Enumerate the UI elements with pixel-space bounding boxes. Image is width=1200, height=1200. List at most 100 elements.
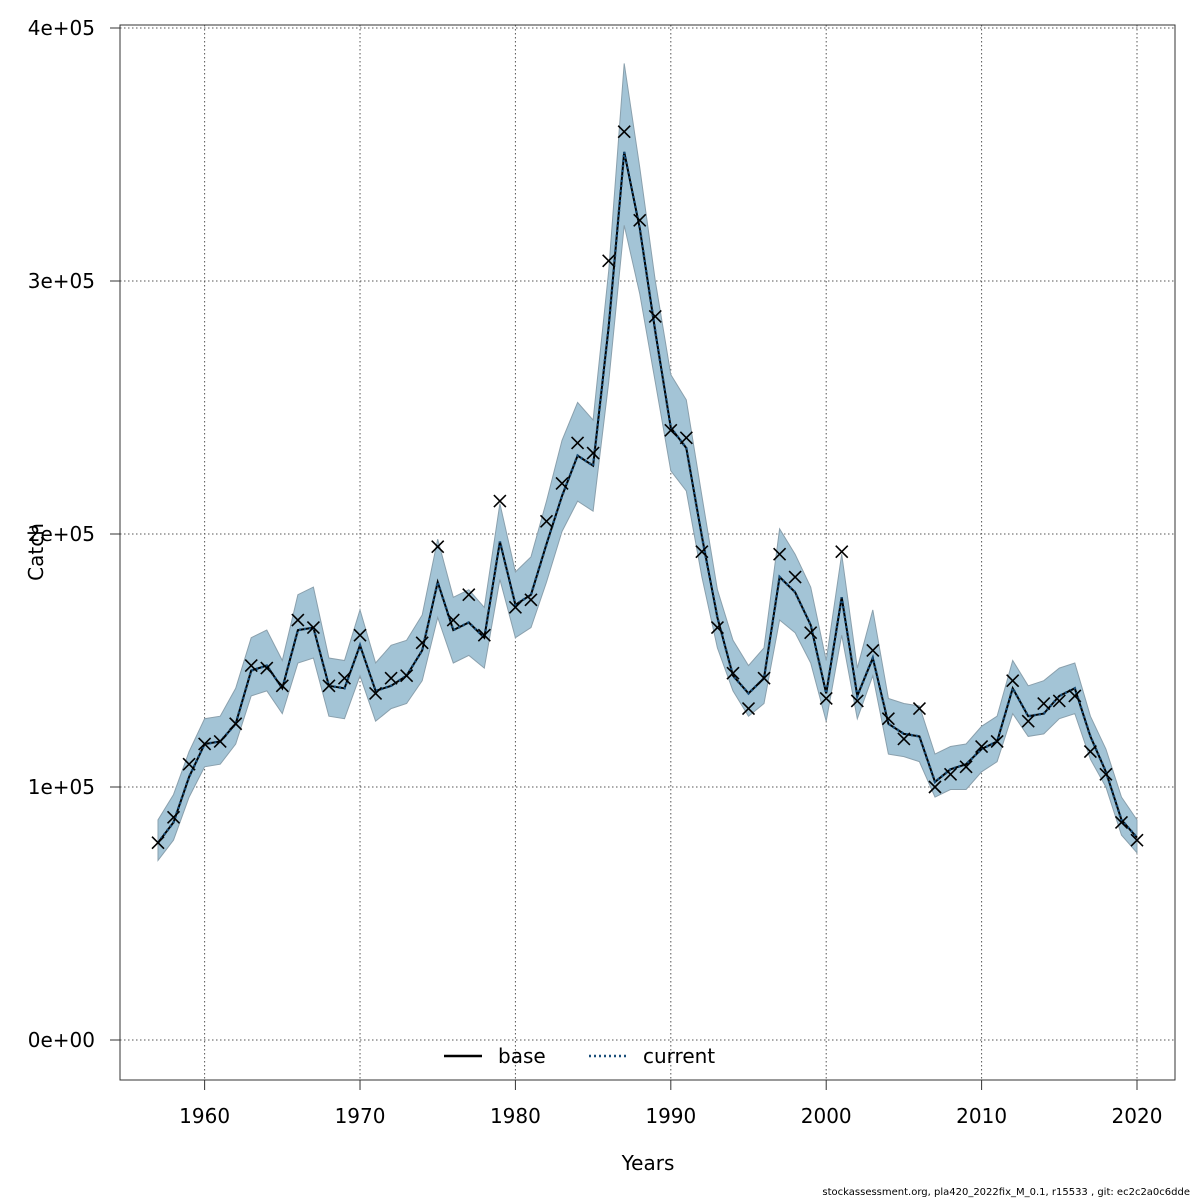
legend-label-base: base xyxy=(498,1044,546,1068)
observed-point-stroke xyxy=(990,734,1004,749)
observed-point-stroke xyxy=(384,671,398,685)
observed-point-stroke xyxy=(368,686,383,700)
observed-point-stroke xyxy=(819,691,833,706)
observed-point-stroke xyxy=(571,436,585,450)
observed-point xyxy=(213,734,227,749)
observed-point xyxy=(881,712,895,726)
observed-point xyxy=(819,691,833,706)
observed-point xyxy=(275,679,289,693)
observed-point-stroke xyxy=(741,702,756,716)
observed-point-stroke xyxy=(322,679,336,693)
observed-point-stroke xyxy=(337,671,352,685)
observed-point-stroke xyxy=(539,514,554,528)
observed-point-stroke xyxy=(866,643,880,657)
observed-point-stroke xyxy=(928,780,942,794)
observed-point-stroke xyxy=(275,679,289,693)
observed-point-stroke xyxy=(602,254,616,268)
observed-point-stroke xyxy=(1068,689,1082,703)
observed-point-stroke xyxy=(353,628,367,642)
observed-point xyxy=(1083,745,1097,759)
x-tick-label: 2020 xyxy=(1112,1104,1163,1128)
series-line-base xyxy=(157,151,1138,844)
observed-point xyxy=(182,757,196,771)
observed-point-stroke xyxy=(835,545,849,559)
observed-point xyxy=(508,600,522,614)
observed-point-stroke xyxy=(1006,674,1020,688)
observed-point xyxy=(695,545,709,559)
observed-point xyxy=(337,671,352,685)
y-tick-label: 2e+05 xyxy=(28,522,95,546)
observed-point xyxy=(1021,714,1035,728)
x-tick-label: 2000 xyxy=(801,1104,852,1128)
observed-point xyxy=(912,702,927,716)
observed-point-stroke xyxy=(229,717,243,731)
observed-point-stroke xyxy=(897,732,911,746)
observed-point-stroke xyxy=(1037,696,1051,711)
observed-point-stroke xyxy=(306,621,320,635)
plot-background xyxy=(120,25,1175,1080)
observed-point-stroke xyxy=(400,669,414,683)
observed-point xyxy=(322,679,336,693)
observed-point-stroke xyxy=(1114,815,1129,829)
observed-point xyxy=(1130,833,1144,847)
observed-point xyxy=(726,666,740,680)
observed-point-stroke xyxy=(633,213,647,227)
observed-point xyxy=(648,309,662,323)
y-tick-label: 0e+00 xyxy=(28,1028,95,1052)
observed-point xyxy=(477,628,491,642)
observed-point xyxy=(415,636,429,650)
observed-point-stroke xyxy=(182,757,196,771)
observed-point-stroke xyxy=(415,636,429,650)
observed-point xyxy=(975,739,989,754)
observed-point xyxy=(400,669,414,683)
observed-point-stroke xyxy=(1130,833,1144,847)
observed-point-stroke xyxy=(648,309,662,323)
observed-point xyxy=(151,836,165,850)
observed-point-stroke xyxy=(462,588,476,602)
observed-point-stroke xyxy=(773,547,787,561)
observed-point-stroke xyxy=(975,739,989,754)
observed-point-stroke xyxy=(726,666,740,680)
observed-point xyxy=(198,737,212,751)
observed-point-stroke xyxy=(679,431,693,445)
observed-point-stroke xyxy=(291,613,305,627)
observed-point xyxy=(446,613,460,627)
observed-point-stroke xyxy=(1021,714,1035,728)
observed-point-stroke xyxy=(446,613,460,627)
observed-point xyxy=(1037,696,1051,711)
observed-point-stroke xyxy=(881,712,895,726)
observed-point xyxy=(244,658,258,673)
observed-point-stroke xyxy=(850,694,864,708)
observed-point-stroke xyxy=(695,545,709,559)
observed-point xyxy=(710,621,724,635)
observed-point xyxy=(835,545,849,559)
observed-point xyxy=(1068,689,1082,703)
observed-point xyxy=(928,780,942,794)
observed-point xyxy=(1099,767,1113,781)
x-tick-label: 2010 xyxy=(956,1104,1007,1128)
observed-point-stroke xyxy=(804,626,818,640)
observed-point-stroke xyxy=(1099,767,1113,781)
observed-point-stroke xyxy=(260,661,274,675)
observed-point-stroke xyxy=(1052,694,1066,708)
observed-point xyxy=(633,213,647,227)
observed-point xyxy=(679,431,693,445)
observed-point xyxy=(788,570,802,584)
observed-point-stroke xyxy=(166,810,181,824)
observed-point-stroke xyxy=(431,540,445,554)
observed-point xyxy=(866,643,880,657)
observed-point-stroke xyxy=(912,702,927,716)
observed-point-stroke xyxy=(508,600,522,614)
observed-point-stroke xyxy=(198,737,212,751)
x-tick-label: 1970 xyxy=(335,1104,386,1128)
observed-point xyxy=(431,540,445,554)
observed-point-stroke xyxy=(477,628,491,642)
observed-point-stroke xyxy=(788,570,802,584)
observed-point-stroke xyxy=(524,593,538,607)
observed-point xyxy=(943,767,958,781)
observed-point-stroke xyxy=(943,767,958,781)
observed-point xyxy=(1006,674,1020,688)
y-axis-title: Catch xyxy=(24,523,48,581)
y-tick-label: 4e+05 xyxy=(28,16,95,40)
